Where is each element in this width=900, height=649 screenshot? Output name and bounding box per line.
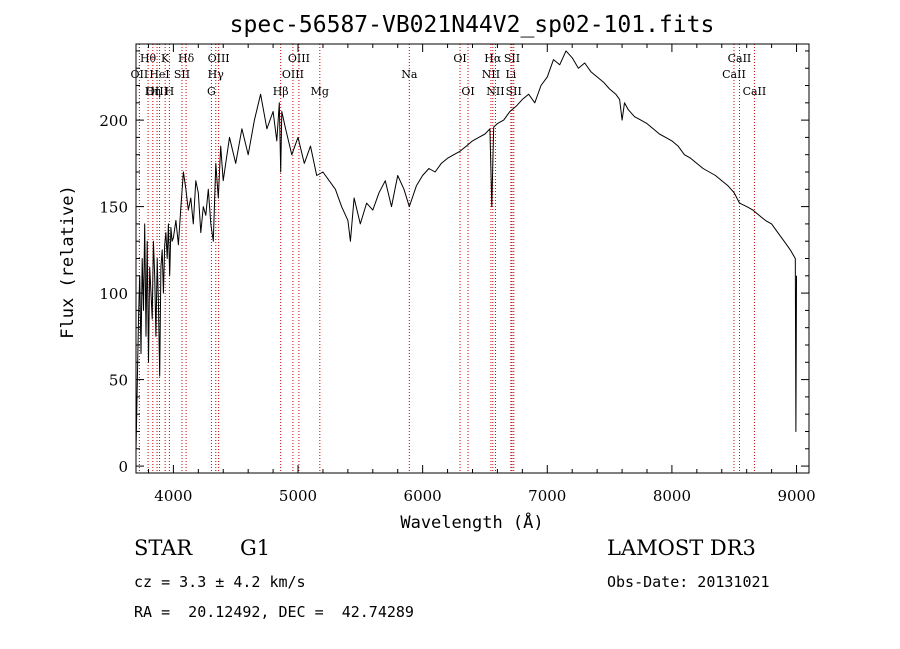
redshift-velocity: cz = 3.3 ± 4.2 km/s (134, 573, 306, 591)
x-tick-label: 6000 (404, 487, 442, 505)
line-marker-label: K (161, 52, 170, 65)
observation-date: Obs-Date: 20131021 (607, 573, 770, 591)
ra-dec-coordinates: RA = 20.12492, DEC = 42.74289 (134, 603, 414, 621)
line-marker-label: Hβ (273, 85, 289, 98)
line-marker-label: NII (482, 68, 500, 81)
line-marker-label: OI (453, 52, 466, 65)
object-class: STAR (134, 536, 193, 560)
line-marker-label: G (207, 85, 216, 98)
x-tick-label: 7000 (528, 487, 566, 505)
y-tick-label: 100 (99, 285, 128, 303)
line-marker-label: OI (461, 85, 474, 98)
spectrum-line (135, 50, 797, 453)
line-marker-label: NII (486, 85, 504, 98)
x-tick-label: 4000 (154, 487, 192, 505)
x-axis: 4000 5000 6000 7000 8000 9000 (147, 44, 816, 505)
line-marker-label: H (165, 85, 175, 98)
x-tick-label: 8000 (653, 487, 691, 505)
survey-name: LAMOST DR3 (607, 536, 756, 560)
plot-frame (135, 43, 810, 474)
line-marker-label: OIII (146, 85, 168, 98)
line-marker-label: SII (504, 52, 520, 65)
object-subclass: G1 (240, 536, 271, 560)
line-marker-label: OIII (282, 68, 304, 81)
line-markers: Hθ OII OIII K HeI Hη SII H Hδ OIII Hγ G Hβ OIII OIII Mg… (131, 44, 767, 473)
line-marker-label: Na (401, 68, 418, 81)
y-axis-label: Flux (relative) (58, 185, 78, 339)
spectrum-series (135, 50, 797, 453)
line-marker-label: Li (505, 68, 516, 81)
line-marker-label: Hδ (178, 52, 195, 65)
line-marker-label: SII (174, 68, 190, 81)
line-marker-label: HeI (149, 68, 169, 81)
y-tick-label: 150 (99, 199, 128, 217)
y-tick-label: 0 (118, 458, 128, 476)
line-marker-label: SII (506, 85, 522, 98)
line-marker-label: Hγ (208, 68, 225, 81)
line-marker-label: CaII (722, 68, 746, 81)
line-marker-label: Hα (484, 52, 502, 65)
line-marker-label: OIII (208, 52, 230, 65)
line-marker-label: OIII (288, 52, 310, 65)
line-marker-label: CaII (728, 52, 752, 65)
line-marker-label: CaII (743, 85, 767, 98)
line-marker-label: Mg (311, 85, 329, 98)
chart-title: spec-56587-VB021N44V2_sp02-101.fits (230, 12, 715, 38)
line-marker-label: Hη (145, 85, 161, 98)
y-tick-label: 50 (109, 372, 128, 390)
y-tick-label: 200 (99, 112, 128, 130)
y-axis: 0 50 100 150 200 (99, 50, 809, 476)
line-marker-label: Hθ (140, 52, 157, 65)
x-tick-label: 5000 (279, 487, 317, 505)
x-axis-label: Wavelength (Å) (400, 511, 543, 533)
line-marker-label: OII (131, 68, 149, 81)
x-tick-label: 9000 (777, 487, 815, 505)
